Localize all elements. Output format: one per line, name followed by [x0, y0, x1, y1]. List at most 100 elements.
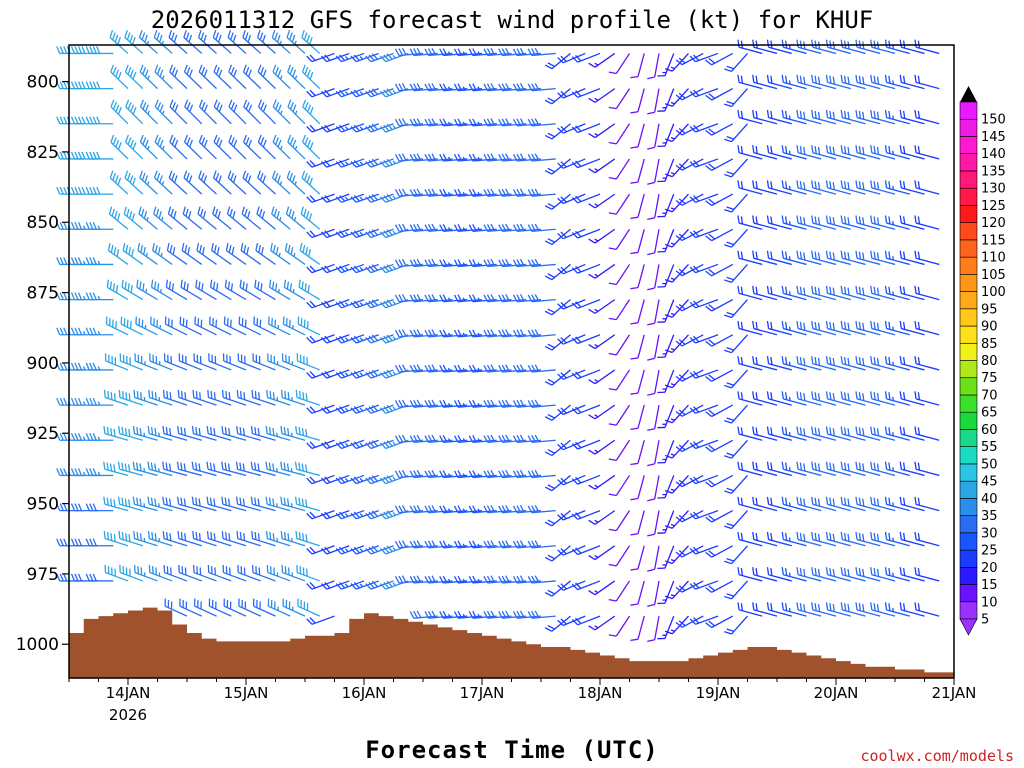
wind-barb — [766, 215, 792, 230]
wind-barb — [752, 74, 778, 90]
wind-barb — [825, 531, 851, 547]
wind-barb — [571, 615, 601, 626]
wind-barb — [689, 404, 719, 414]
colorbar-swatch — [959, 153, 978, 172]
wind-barb — [657, 475, 675, 499]
wind-barb — [125, 99, 144, 125]
wind-barb — [483, 258, 512, 268]
wind-barb — [737, 602, 763, 617]
wind-barb — [811, 496, 837, 512]
wind-barb — [527, 47, 556, 57]
wind-barb — [630, 404, 645, 430]
wind-barb — [177, 389, 202, 406]
wind-barb — [119, 564, 143, 582]
wind-barb — [766, 109, 792, 125]
wind-barb — [209, 316, 232, 336]
wind-barb — [295, 426, 320, 441]
wind-barb — [222, 564, 247, 582]
colorbar-swatch — [959, 136, 978, 154]
wind-barb — [571, 263, 601, 274]
wind-barb — [147, 461, 173, 477]
wind-barb — [250, 461, 276, 477]
colorbar-label: 110 — [981, 251, 1006, 266]
wind-barb — [647, 369, 660, 396]
wind-barb — [811, 461, 837, 477]
wind-barb — [664, 580, 689, 600]
wind-barb — [527, 434, 556, 444]
wind-barb — [752, 602, 778, 617]
wind-barb — [512, 399, 542, 408]
colorbar-swatch — [959, 411, 978, 430]
x-tick-label: 18JAN — [578, 684, 623, 702]
wind-barb — [85, 222, 114, 230]
wind-barb — [294, 461, 320, 477]
wind-barb — [608, 369, 631, 391]
wind-barb — [647, 53, 660, 80]
wind-barb — [630, 299, 645, 325]
wind-barb — [193, 598, 217, 617]
wind-barb — [689, 369, 719, 379]
wind-barb — [498, 364, 527, 373]
wind-barb — [840, 602, 866, 617]
wind-barb — [855, 109, 881, 125]
wind-barb — [766, 285, 792, 301]
wind-barb — [198, 99, 217, 125]
wind-barb — [647, 264, 660, 291]
wind-barb — [664, 334, 689, 354]
wind-barb — [766, 356, 792, 371]
wind-barb — [899, 356, 925, 371]
wind-barb — [781, 215, 807, 230]
wind-barb — [498, 329, 527, 338]
wind-barb — [571, 123, 601, 134]
wind-barb — [884, 426, 910, 441]
wind-barb — [110, 134, 129, 160]
wind-barb — [657, 580, 675, 605]
wind-barb — [647, 299, 660, 326]
wind-barb — [781, 285, 807, 301]
colorbar-swatch — [959, 498, 978, 516]
wind-barb — [647, 545, 660, 572]
wind-barb — [737, 426, 763, 441]
wind-barb — [242, 170, 262, 195]
wind-barb — [380, 580, 409, 590]
wind-barb — [647, 123, 660, 150]
wind-barb — [630, 53, 645, 79]
wind-barb — [453, 575, 483, 584]
wind-barb — [409, 469, 438, 479]
wind-barb — [527, 364, 556, 373]
colorbar-swatch — [959, 480, 978, 499]
wind-barb — [132, 496, 158, 512]
wind-barb — [176, 496, 202, 512]
wind-barb — [705, 263, 734, 277]
wind-barb — [811, 426, 837, 441]
wind-barb — [453, 610, 483, 619]
wind-barb — [301, 64, 321, 90]
wind-barb — [424, 469, 453, 479]
wind-barb — [781, 39, 807, 55]
wind-barb — [737, 250, 763, 266]
wind-barb — [169, 134, 188, 160]
wind-barb — [705, 88, 734, 101]
wind-barb — [250, 426, 276, 441]
wind-barb — [270, 242, 291, 265]
wind-barb — [236, 530, 261, 547]
wind-barb — [498, 223, 527, 233]
wind-barb — [124, 170, 144, 195]
colorbar-label: 45 — [981, 475, 998, 490]
wind-barb — [153, 206, 173, 230]
wind-barb — [280, 530, 306, 547]
wind-barb — [70, 538, 99, 547]
wind-barb — [571, 228, 601, 239]
wind-barb — [468, 575, 497, 584]
wind-barb — [85, 116, 114, 125]
colorbar-label: 150 — [981, 113, 1006, 128]
wind-barb — [228, 99, 247, 125]
wind-barb — [527, 540, 556, 549]
wind-barb — [796, 391, 822, 406]
wind-barb — [192, 564, 217, 582]
wind-barb — [724, 193, 748, 213]
wind-barb — [453, 259, 483, 268]
credit-text[interactable]: coolwx.com/models — [860, 747, 1014, 765]
wind-barb — [280, 389, 306, 406]
wind-barb — [439, 505, 468, 514]
